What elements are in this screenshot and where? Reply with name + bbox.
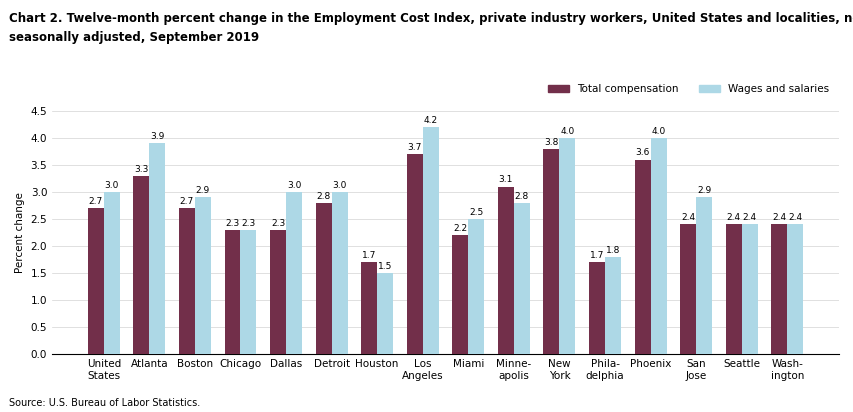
Bar [679, 225, 695, 354]
Text: 4.0: 4.0 [651, 127, 664, 136]
Bar [770, 225, 786, 354]
Text: 2.3: 2.3 [241, 219, 255, 228]
Bar [741, 225, 757, 354]
Text: 3.1: 3.1 [498, 176, 513, 185]
Bar [241, 230, 256, 354]
Bar [650, 138, 665, 354]
Text: 2.4: 2.4 [742, 213, 756, 222]
Bar [467, 219, 484, 354]
Text: Source: U.S. Bureau of Labor Statistics.: Source: U.S. Bureau of Labor Statistics. [9, 398, 200, 408]
Text: 2.7: 2.7 [89, 197, 103, 206]
Text: 2.7: 2.7 [180, 197, 194, 206]
Text: 3.7: 3.7 [407, 143, 421, 152]
Text: 2.5: 2.5 [468, 208, 483, 217]
Bar [786, 225, 803, 354]
Text: 3.8: 3.8 [543, 138, 558, 147]
Bar [88, 208, 104, 354]
Bar [377, 273, 392, 354]
Bar [133, 176, 149, 354]
Text: 3.0: 3.0 [287, 181, 301, 190]
Bar [316, 203, 331, 354]
Text: 1.7: 1.7 [362, 251, 376, 260]
Y-axis label: Percent change: Percent change [15, 192, 25, 273]
Bar [725, 225, 741, 354]
Text: 3.3: 3.3 [134, 165, 148, 173]
Text: 2.9: 2.9 [195, 186, 210, 195]
Bar [695, 197, 711, 354]
Bar [224, 230, 241, 354]
Bar [634, 159, 650, 354]
Bar [422, 127, 438, 354]
Bar [406, 154, 422, 354]
Legend: Total compensation, Wages and salaries: Total compensation, Wages and salaries [543, 80, 833, 98]
Text: 2.9: 2.9 [696, 186, 711, 195]
Bar [331, 192, 347, 354]
Bar [104, 192, 119, 354]
Text: 4.2: 4.2 [423, 116, 438, 125]
Text: 2.4: 2.4 [681, 213, 694, 222]
Text: 1.5: 1.5 [378, 262, 392, 271]
Bar [514, 203, 529, 354]
Bar [194, 197, 211, 354]
Text: 2.4: 2.4 [787, 213, 801, 222]
Bar [149, 143, 165, 354]
Text: 4.0: 4.0 [560, 127, 574, 136]
Text: 2.3: 2.3 [225, 219, 240, 228]
Text: seasonally adjusted, September 2019: seasonally adjusted, September 2019 [9, 31, 258, 44]
Text: 3.0: 3.0 [332, 181, 346, 190]
Text: 2.8: 2.8 [316, 192, 330, 201]
Text: 1.7: 1.7 [589, 251, 604, 260]
Text: Chart 2. Twelve-month percent change in the Employment Cost Index, private indus: Chart 2. Twelve-month percent change in … [9, 12, 853, 26]
Text: 3.0: 3.0 [104, 181, 119, 190]
Text: 2.4: 2.4 [726, 213, 740, 222]
Bar [543, 149, 559, 354]
Text: 2.3: 2.3 [270, 219, 285, 228]
Text: 2.8: 2.8 [514, 192, 528, 201]
Bar [270, 230, 286, 354]
Bar [497, 187, 514, 354]
Bar [589, 262, 604, 354]
Text: 2.4: 2.4 [771, 213, 786, 222]
Bar [604, 257, 620, 354]
Text: 1.8: 1.8 [605, 246, 619, 255]
Text: 3.6: 3.6 [635, 148, 649, 157]
Bar [559, 138, 575, 354]
Text: 2.2: 2.2 [453, 224, 467, 233]
Bar [452, 235, 467, 354]
Bar [286, 192, 302, 354]
Text: 3.9: 3.9 [150, 132, 165, 141]
Bar [361, 262, 377, 354]
Bar [179, 208, 194, 354]
